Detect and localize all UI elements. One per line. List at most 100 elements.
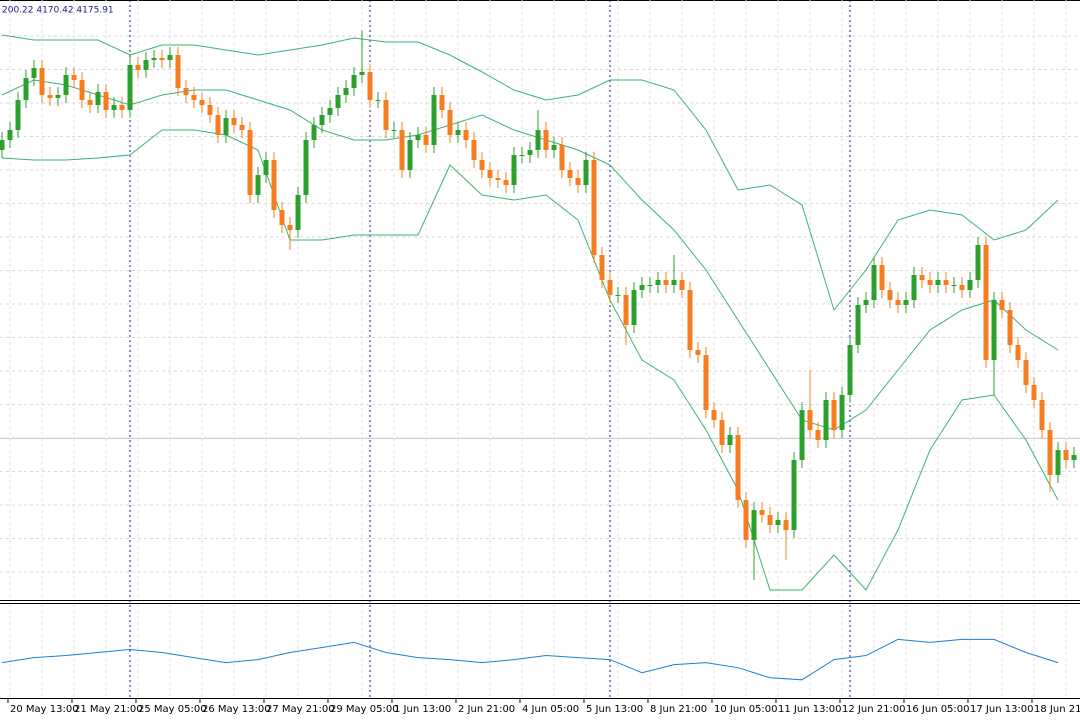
candle-body: [1063, 450, 1069, 460]
candle-body: [383, 100, 389, 130]
candle-body: [911, 275, 917, 300]
candle-body: [415, 135, 421, 140]
candle-body: [1071, 455, 1077, 460]
candle-body: [823, 400, 829, 440]
candle-body: [391, 130, 397, 131]
candle-body: [599, 255, 605, 280]
candle-body: [255, 175, 261, 195]
candle-body: [519, 155, 525, 156]
candle-body: [95, 92, 101, 105]
candle-body: [895, 300, 901, 305]
candle-body: [655, 280, 661, 285]
candle-body: [71, 75, 77, 80]
candle-body: [1007, 310, 1013, 345]
candle-body: [231, 118, 237, 125]
candle-body: [583, 160, 589, 185]
candle-body: [711, 410, 717, 420]
candle-body: [887, 290, 893, 300]
candle-body: [815, 430, 821, 440]
candle-body: [647, 285, 653, 286]
x-tick-label: 20 May 13:00: [10, 704, 79, 715]
candle-body: [831, 400, 837, 430]
candle-body: [287, 225, 293, 230]
candle-body: [239, 125, 245, 130]
candle-body: [807, 410, 813, 430]
candle-body: [439, 95, 445, 110]
candle-body: [1031, 385, 1037, 400]
candle-body: [527, 150, 533, 155]
candle-body: [143, 60, 149, 70]
candle-body: [407, 140, 413, 170]
candle-body: [471, 140, 477, 160]
candle-body: [919, 275, 925, 280]
candle-body: [279, 210, 285, 225]
candle-body: [367, 72, 373, 100]
candle-body: [463, 130, 469, 140]
candle-body: [903, 300, 909, 305]
header: 200.22 4170.42 4175.91: [2, 6, 114, 16]
candle-body: [223, 118, 229, 135]
candle-body: [671, 280, 677, 285]
x-tick-label: 18 Jun 21:00: [1034, 704, 1080, 715]
candle-body: [847, 345, 853, 395]
candle-body: [31, 68, 37, 78]
candle-body: [839, 395, 845, 430]
candle-body: [47, 95, 53, 98]
candle-body: [983, 245, 989, 360]
candle-body: [991, 300, 997, 360]
candle-body: [775, 520, 781, 525]
candle-body: [783, 520, 789, 530]
candle-body: [799, 410, 805, 460]
candle-body: [623, 295, 629, 325]
candle-body: [183, 88, 189, 95]
candle-body: [679, 280, 685, 290]
candle-body: [15, 100, 21, 130]
candle-body: [1047, 430, 1053, 475]
candle-body: [719, 420, 725, 445]
candle-body: [959, 285, 965, 290]
candle-body: [191, 95, 197, 100]
x-tick-label: 21 May 21:00: [74, 704, 143, 715]
candle-body: [735, 435, 741, 500]
x-tick-label: 29 May 05:00: [330, 704, 399, 715]
candle-body: [127, 65, 133, 110]
candle-body: [55, 95, 61, 98]
candle-body: [327, 108, 333, 115]
candle-body: [1023, 360, 1029, 385]
candle-body: [791, 460, 797, 530]
candle-body: [63, 75, 69, 95]
candle-body: [103, 92, 109, 110]
candle-body: [927, 280, 933, 285]
candle-body: [423, 135, 429, 145]
candle-body: [879, 265, 885, 290]
candle-body: [343, 88, 349, 95]
candle-body: [319, 115, 325, 125]
candle-body: [687, 290, 693, 350]
candle-body: [1055, 450, 1061, 475]
candle-body: [215, 115, 221, 135]
candle-body: [967, 280, 973, 290]
candle-body: [567, 170, 573, 178]
candle-body: [551, 145, 557, 150]
x-tick-label: 4 Jun 05:00: [522, 704, 579, 715]
candle-body: [663, 280, 669, 285]
candle-body: [703, 355, 709, 410]
x-tick-label: 12 Jun 21:00: [842, 704, 906, 715]
candle-body: [767, 515, 773, 525]
candle-body: [431, 95, 437, 145]
candle-body: [447, 110, 453, 135]
candle-body: [0, 140, 5, 150]
indicator-line: [1, 638, 1059, 681]
candle-body: [943, 280, 949, 285]
x-tick-label: 2 Jun 21:00: [458, 704, 515, 715]
candle-body: [111, 105, 117, 110]
candle-body: [591, 160, 597, 255]
x-tick-label: 16 Jun 05:00: [906, 704, 970, 715]
candle-body: [159, 58, 165, 60]
candle-body: [167, 55, 173, 60]
bollinger-band: [1, 34, 1059, 312]
candle-body: [935, 280, 941, 285]
candle-body: [575, 178, 581, 185]
candle-body: [855, 305, 861, 345]
